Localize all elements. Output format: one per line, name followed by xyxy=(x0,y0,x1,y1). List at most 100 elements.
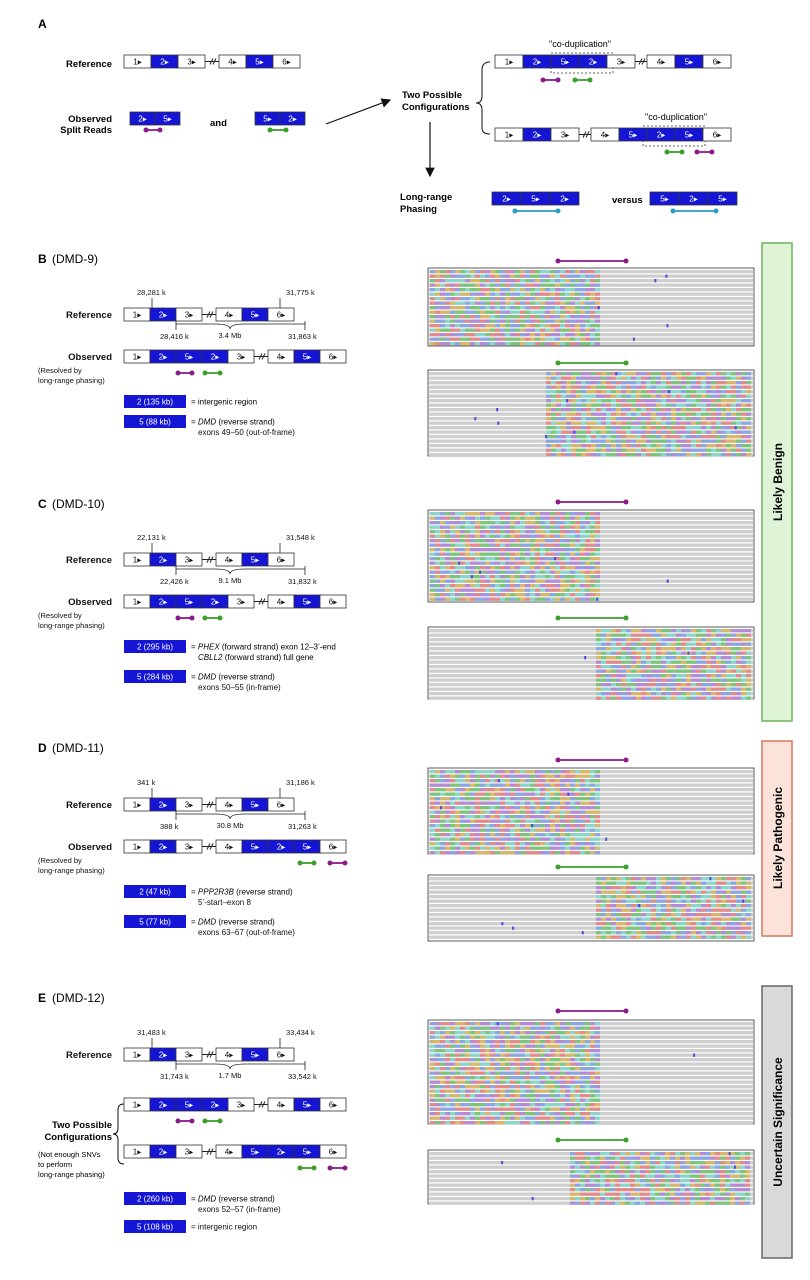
mismatch xyxy=(741,376,746,380)
mismatch xyxy=(435,579,440,583)
mismatch xyxy=(676,881,681,885)
mismatch xyxy=(535,1035,540,1039)
mismatch xyxy=(566,399,571,403)
mismatch xyxy=(616,913,621,917)
mismatch xyxy=(641,683,646,687)
exon-label: 2▸ xyxy=(277,843,285,852)
mismatch xyxy=(550,288,555,292)
mismatch xyxy=(500,584,505,588)
split-read-end xyxy=(572,77,578,83)
mismatch xyxy=(510,319,515,323)
mismatch xyxy=(575,319,580,323)
mismatch xyxy=(560,324,565,328)
mismatch xyxy=(566,426,571,430)
mismatch xyxy=(445,1103,450,1107)
mismatch xyxy=(485,1098,490,1102)
mismatch xyxy=(616,687,621,691)
mismatch xyxy=(510,557,515,561)
mismatch xyxy=(706,678,711,682)
mismatch xyxy=(676,922,681,926)
mismatch xyxy=(596,638,601,642)
mismatch xyxy=(550,319,555,323)
mismatch xyxy=(671,417,676,421)
mismatch xyxy=(631,448,636,452)
mismatch xyxy=(435,801,440,805)
mismatch xyxy=(611,886,616,890)
mismatch xyxy=(455,328,460,332)
mismatch xyxy=(585,815,590,819)
mismatch xyxy=(616,917,621,921)
mismatch xyxy=(435,828,440,832)
mismatch xyxy=(585,543,590,547)
mismatch xyxy=(701,629,706,633)
mismatch xyxy=(595,1040,600,1044)
mismatch xyxy=(460,328,465,332)
mismatch xyxy=(585,319,590,323)
mismatch xyxy=(681,660,686,664)
mismatch xyxy=(676,890,681,894)
exon-track: 1▸ 2▸ 5▸ 2▸ 3▸ 4▸ 5▸ 6▸ xyxy=(123,594,347,609)
mismatch xyxy=(696,385,701,389)
mismatch xyxy=(691,931,696,935)
mismatch xyxy=(545,833,550,837)
mismatch xyxy=(641,665,646,669)
mismatch xyxy=(430,779,435,783)
mismatch xyxy=(580,306,585,310)
mismatch xyxy=(696,660,701,664)
mismatch xyxy=(490,279,495,283)
mismatch xyxy=(575,833,580,837)
mismatch xyxy=(701,890,706,894)
mismatch xyxy=(440,828,445,832)
mismatch xyxy=(676,877,681,881)
mismatch xyxy=(726,687,731,691)
mismatch xyxy=(460,1062,465,1066)
mismatch xyxy=(545,1080,550,1084)
mismatch xyxy=(450,774,455,778)
mismatch xyxy=(736,642,741,646)
mismatch xyxy=(676,678,681,682)
split-read-end xyxy=(143,127,149,133)
mismatch xyxy=(450,1112,455,1116)
gene-name: CBLL2 xyxy=(198,653,223,662)
mismatch xyxy=(671,904,676,908)
mismatch xyxy=(485,297,490,301)
mismatch xyxy=(470,815,475,819)
mismatch xyxy=(475,1089,480,1093)
mismatch xyxy=(711,430,716,434)
mismatch xyxy=(731,656,736,660)
mismatch xyxy=(671,656,676,660)
mismatch xyxy=(731,453,736,457)
mismatch xyxy=(445,819,450,823)
mismatch xyxy=(435,337,440,341)
mismatch xyxy=(575,297,580,301)
mismatch xyxy=(510,283,515,287)
mismatch xyxy=(495,283,500,287)
mismatch xyxy=(470,1094,475,1098)
mismatch xyxy=(430,797,435,801)
mismatch xyxy=(440,783,445,787)
mismatch xyxy=(681,904,686,908)
mismatch xyxy=(505,552,510,556)
mismatch xyxy=(490,525,495,529)
mismatch xyxy=(475,774,480,778)
mismatch xyxy=(611,444,616,448)
mismatch xyxy=(646,439,651,443)
mismatch xyxy=(555,1031,560,1035)
mismatch xyxy=(576,390,581,394)
mismatch xyxy=(661,390,666,394)
mismatch xyxy=(686,881,691,885)
mismatch xyxy=(505,819,510,823)
mismatch xyxy=(641,417,646,421)
mismatch xyxy=(455,1044,460,1048)
mismatch xyxy=(621,448,626,452)
mismatch xyxy=(575,270,580,274)
mismatch xyxy=(721,629,726,633)
mismatch xyxy=(500,530,505,534)
exon-label: 5▸ xyxy=(163,115,171,124)
mismatch xyxy=(580,516,585,520)
mismatch xyxy=(435,1089,440,1093)
snv xyxy=(573,430,576,434)
mismatch xyxy=(621,417,626,421)
mismatch xyxy=(440,315,445,319)
mismatch xyxy=(676,642,681,646)
